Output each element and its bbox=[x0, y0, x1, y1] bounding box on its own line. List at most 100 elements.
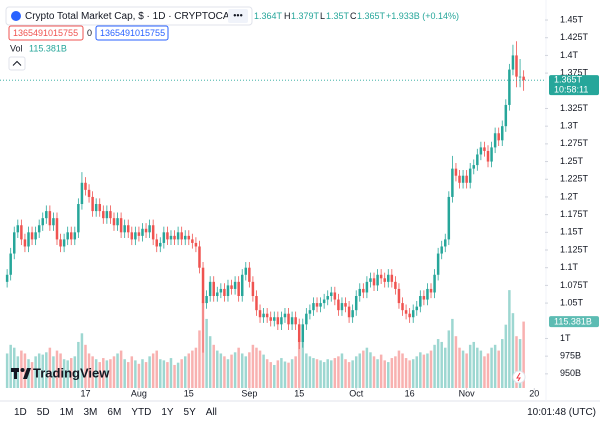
volume-bar bbox=[219, 353, 223, 388]
volume-bar bbox=[191, 350, 194, 388]
timeframe-button[interactable]: 3M bbox=[84, 407, 98, 418]
price-tag-label: 1.365T bbox=[554, 75, 583, 85]
candle-body bbox=[476, 154, 479, 166]
candle-body bbox=[394, 281, 397, 289]
volume-bar bbox=[13, 347, 16, 388]
volume-bar bbox=[166, 362, 169, 388]
volume-bar bbox=[119, 350, 123, 388]
y-tick-label: 1.075T bbox=[560, 280, 589, 290]
timeframe-button[interactable]: 5D bbox=[37, 407, 50, 418]
candle-body bbox=[130, 232, 134, 240]
volume-bar bbox=[198, 330, 201, 388]
volume-bar bbox=[433, 344, 436, 388]
candle-body bbox=[365, 281, 369, 293]
y-tick-label: 1.45T bbox=[560, 14, 584, 24]
x-tick-label: 15 bbox=[184, 388, 194, 398]
volume-bar bbox=[440, 341, 443, 388]
candle-body bbox=[486, 150, 490, 162]
volume-bar bbox=[87, 353, 91, 388]
volume-bar bbox=[55, 350, 59, 388]
candle-body bbox=[91, 196, 94, 212]
volume-bar bbox=[151, 353, 155, 388]
candle-body bbox=[144, 228, 148, 233]
y-tick-label: 1.1T bbox=[560, 262, 579, 272]
volume-bar bbox=[194, 347, 198, 388]
timeframe-button[interactable]: 6M bbox=[107, 407, 121, 418]
candle-body bbox=[383, 278, 386, 282]
candle-body bbox=[319, 303, 322, 307]
timeframe-button[interactable]: YTD bbox=[131, 407, 151, 418]
close-value: 1.365T bbox=[357, 11, 386, 21]
candle-body bbox=[354, 296, 358, 311]
candle-body bbox=[454, 168, 458, 176]
timeframe-button[interactable]: 5Y bbox=[184, 407, 197, 418]
menu-dots: ••• bbox=[233, 10, 242, 20]
candle-body bbox=[347, 306, 351, 318]
candle-body bbox=[151, 225, 155, 240]
volume-bar bbox=[283, 361, 287, 388]
volume-bar bbox=[255, 347, 258, 388]
y-tick-label: 1.2T bbox=[560, 191, 579, 201]
candle-body bbox=[333, 292, 337, 300]
candle-body bbox=[141, 228, 144, 236]
volume-bar bbox=[322, 362, 326, 388]
volume-bar bbox=[265, 359, 269, 388]
volume-bar bbox=[59, 353, 62, 388]
candle-body bbox=[468, 168, 472, 183]
volume-bar bbox=[504, 324, 508, 388]
volume-bar bbox=[429, 350, 433, 388]
candle-body bbox=[208, 281, 212, 297]
volume-bar bbox=[422, 354, 426, 388]
candle-body bbox=[422, 296, 426, 300]
menu-button[interactable] bbox=[228, 9, 248, 23]
alert-button[interactable] bbox=[512, 370, 526, 384]
candle-body bbox=[13, 232, 16, 254]
volume-bar bbox=[305, 353, 308, 388]
input-box[interactable] bbox=[95, 25, 169, 41]
title-box[interactable] bbox=[5, 6, 253, 26]
volume-bar bbox=[340, 353, 344, 388]
volume-bar bbox=[223, 356, 226, 388]
candle-body bbox=[483, 147, 486, 151]
volume-bar bbox=[116, 353, 119, 388]
volume-bar bbox=[372, 356, 376, 388]
candle-body bbox=[212, 281, 215, 297]
volume-bar bbox=[183, 356, 187, 388]
volume-bar bbox=[419, 352, 422, 388]
candle-body bbox=[415, 306, 419, 311]
candle-body bbox=[123, 225, 126, 233]
timeframe-button[interactable]: 1M bbox=[60, 407, 74, 418]
candle-body bbox=[444, 239, 447, 247]
volume-bar bbox=[451, 318, 454, 388]
volume-bar bbox=[287, 362, 290, 388]
candle-body bbox=[340, 303, 344, 311]
volume-bar bbox=[48, 347, 52, 388]
timeframe-bar: 1D 5D 1M 3M 6M YTD 1Y 5Y All bbox=[14, 407, 217, 418]
timeframe-button[interactable]: 1Y bbox=[161, 407, 174, 418]
open-value: 1.364T bbox=[254, 11, 283, 21]
y-tick-label: 1.05T bbox=[560, 297, 584, 307]
volume-bar bbox=[333, 358, 337, 388]
volume-bar bbox=[62, 359, 66, 388]
volume-bar bbox=[468, 344, 472, 388]
volume-bar bbox=[436, 339, 440, 388]
y-tick-label: 1.125T bbox=[560, 244, 589, 254]
volume-value: 115.381B bbox=[29, 43, 67, 53]
timeframe-button[interactable]: All bbox=[206, 407, 217, 418]
volume-bar bbox=[45, 352, 48, 388]
x-tick-label: 15 bbox=[294, 388, 304, 398]
ohlc-legend: 1.364T H 1.379T L 1.35T C 1.365T +1.933B… bbox=[254, 11, 459, 21]
candle-body bbox=[408, 313, 411, 318]
candle-body bbox=[176, 232, 180, 240]
timeframe-button[interactable]: 1D bbox=[14, 407, 27, 418]
volume-bar bbox=[84, 344, 87, 388]
volume-bar bbox=[205, 318, 208, 388]
candle-body bbox=[27, 232, 30, 247]
collapse-button[interactable] bbox=[8, 56, 26, 71]
volume-bar bbox=[426, 353, 429, 388]
candle-body bbox=[219, 288, 223, 293]
volume-bar bbox=[237, 347, 240, 388]
volume-bar bbox=[490, 347, 493, 388]
volume-bar bbox=[123, 359, 126, 388]
input-box[interactable] bbox=[8, 25, 84, 41]
